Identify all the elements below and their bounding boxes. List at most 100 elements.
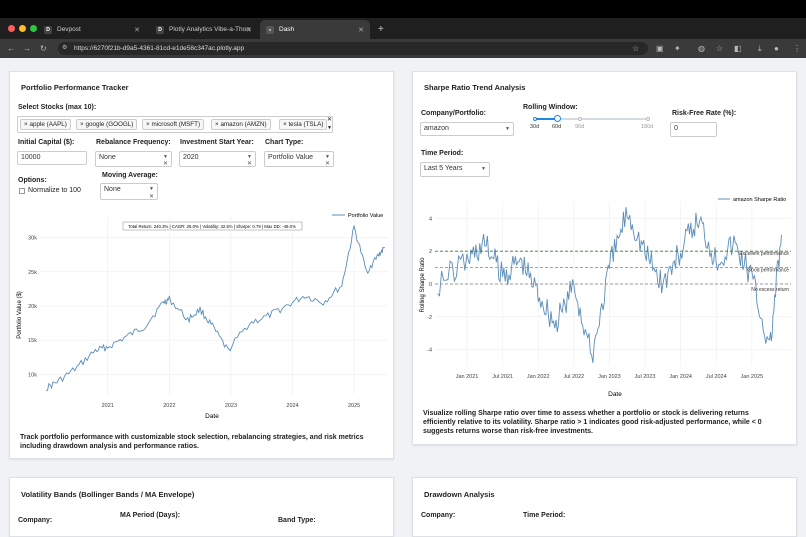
y-ticks: -4 -2 0 2 4 <box>427 216 432 353</box>
ma-period-label: MA Period (Days): <box>120 512 181 519</box>
back-icon[interactable]: ← <box>7 44 15 53</box>
url-input[interactable]: https://6270f21b-d9a5-4361-81cd-e1de58c3… <box>58 42 648 55</box>
close-tab-icon[interactable]: ✕ <box>246 26 252 34</box>
company-select[interactable]: amazon ▼ <box>420 122 514 136</box>
chart-type-label: Chart Type: <box>265 139 304 146</box>
stats-box <box>122 221 303 231</box>
start-year-select[interactable]: 2020 ▼ ✕ <box>179 151 256 167</box>
dash-icon: ◒ <box>266 25 274 34</box>
new-tab-button[interactable]: + <box>378 24 384 35</box>
minimize-window-button[interactable] <box>19 25 26 32</box>
rolling-window-fill <box>535 118 557 120</box>
menu-icon[interactable]: ⋮ <box>793 44 801 53</box>
chart-type-select[interactable]: Portfolio Value ▼ ✕ <box>264 151 334 167</box>
x-tick-label: 2023 <box>225 403 237 409</box>
clear-icon[interactable]: ✕ <box>162 161 168 167</box>
puzzle-icon[interactable]: ✦ <box>674 44 681 53</box>
x-tick-label: 2025 <box>348 403 360 409</box>
x-tick-label: Jan 2024 <box>669 374 692 380</box>
stock-chip[interactable]: × amazon (AMZN) <box>211 119 271 130</box>
stock-chip[interactable]: × apple (AAPL) <box>20 119 71 130</box>
clear-icon[interactable]: ✕ <box>148 194 154 200</box>
risk-free-input[interactable]: 0 <box>670 122 717 137</box>
profile-icon[interactable]: ● <box>774 44 779 53</box>
y-tick-label: -4 <box>427 348 432 354</box>
clear-icon[interactable]: ✕ <box>324 161 330 167</box>
drawdown-card <box>412 477 797 537</box>
forward-icon[interactable]: → <box>23 44 31 53</box>
clear-icon[interactable]: ✕ <box>246 161 252 167</box>
sidepanel-icon[interactable]: ◧ <box>734 44 742 53</box>
chevron-down-icon[interactable]: ▼ <box>327 125 332 131</box>
y-ticks: 10k 15k 20k 25k 30k <box>28 236 37 379</box>
maximize-window-button[interactable] <box>30 25 37 32</box>
reference-lines: Excellent performance Good performance No … <box>435 250 791 293</box>
normalize-checkbox[interactable] <box>19 188 25 194</box>
rebalance-value: None <box>99 154 116 161</box>
company-label: Company/Portfolio: <box>421 110 486 117</box>
y-tick-label: 15k <box>28 338 37 344</box>
tab-devpost[interactable]: D Devpost ✕ <box>38 20 146 39</box>
incognito-icon[interactable]: ◍ <box>698 44 705 53</box>
extension-icon[interactable]: ▣ <box>656 44 664 53</box>
y-tick-label: 25k <box>28 270 37 276</box>
download-icon[interactable]: ⤓ <box>758 44 762 53</box>
moving-average-label: Moving Average: <box>102 172 158 179</box>
devpost-icon: D <box>44 25 52 34</box>
x-tick-label: 2022 <box>163 403 175 409</box>
time-period-select[interactable]: Last 5 Years ▼ <box>420 162 490 177</box>
rolling-window-handle[interactable] <box>554 115 561 122</box>
rebalance-select[interactable]: None ▼ ✕ <box>95 151 172 167</box>
x-tick-label: 2021 <box>102 403 114 409</box>
clear-stocks-icon[interactable]: ✕ <box>327 117 333 123</box>
start-year-value: 2020 <box>183 154 199 161</box>
tab-label: Dash <box>279 26 295 33</box>
tab-plotly[interactable]: D Plotly Analytics Vibe-a-Thon ✕ <box>150 20 258 39</box>
close-tab-icon[interactable]: ✕ <box>358 26 364 34</box>
reference-line-label: Excellent performance <box>739 251 789 257</box>
rolling-window-track[interactable] <box>535 118 649 120</box>
chart-type-value: Portfolio Value <box>268 154 314 161</box>
x-ticks: 2021 2022 2023 2024 2025 <box>102 403 361 409</box>
chip-label: apple (AAPL) <box>29 121 67 128</box>
start-year-label: Investment Start Year: <box>180 139 254 146</box>
portfolio-title: Portfolio Performance Tracker <box>21 83 129 92</box>
capital-value: 10000 <box>21 154 41 161</box>
chevron-down-icon: ▼ <box>325 154 330 160</box>
x-tick-label: Jul 2022 <box>563 374 584 380</box>
devpost-icon: D <box>156 25 164 34</box>
sharpe-description: Visualize rolling Sharpe ratio over time… <box>423 410 762 435</box>
stock-chip[interactable]: × microsoft (MSFT) <box>142 119 205 130</box>
close-tab-icon[interactable]: ✕ <box>134 26 140 34</box>
close-window-button[interactable] <box>8 25 15 32</box>
slider-mark-label: 60d <box>552 124 562 130</box>
star-icon[interactable]: ☆ <box>716 44 724 53</box>
stock-chip[interactable]: × google (GOOGL) <box>76 119 138 130</box>
time-period-label: Time Period: <box>421 150 464 157</box>
stock-chip[interactable]: × tesla (TSLA) <box>279 119 328 130</box>
x-axis-label: Date <box>608 391 622 398</box>
normalize-label: Normalize to 100 <box>28 187 81 194</box>
slider-mark-label: 30d <box>530 124 540 130</box>
stocks-label: Select Stocks (max 10): <box>18 104 97 111</box>
tab-label: Devpost <box>57 26 81 33</box>
x-tick-label: Jul 2023 <box>635 374 656 380</box>
capital-input[interactable]: 10000 <box>17 151 87 165</box>
capital-label: Initial Capital ($): <box>18 139 75 146</box>
x-tick-label: Jul 2021 <box>492 374 513 380</box>
x-tick-label: Jan 2022 <box>527 374 550 380</box>
x-tick-label: Jul 2024 <box>706 374 727 380</box>
portfolio-value-line <box>46 224 386 392</box>
x-tick-label: 2024 <box>286 403 298 409</box>
y-tick-label: -2 <box>427 315 432 321</box>
bookmark-star-icon[interactable]: ☆ <box>632 44 640 53</box>
chip-label: amazon (AMZN) <box>220 121 267 128</box>
moving-average-select[interactable]: None ▼ ✕ <box>100 183 158 200</box>
risk-free-label: Risk-Free Rate (%): <box>672 110 737 117</box>
site-info-icon[interactable]: ⚙ <box>62 45 68 51</box>
url-text: https://6270f21b-d9a5-4361-81cd-e1de58c3… <box>74 45 245 52</box>
y-axis-label: Rolling Sharpe Ratio <box>420 257 426 313</box>
y-tick-label: 2 <box>429 249 432 255</box>
tab-dash[interactable]: ◒ Dash ✕ <box>260 20 370 39</box>
reload-icon[interactable]: ↻ <box>40 44 47 53</box>
